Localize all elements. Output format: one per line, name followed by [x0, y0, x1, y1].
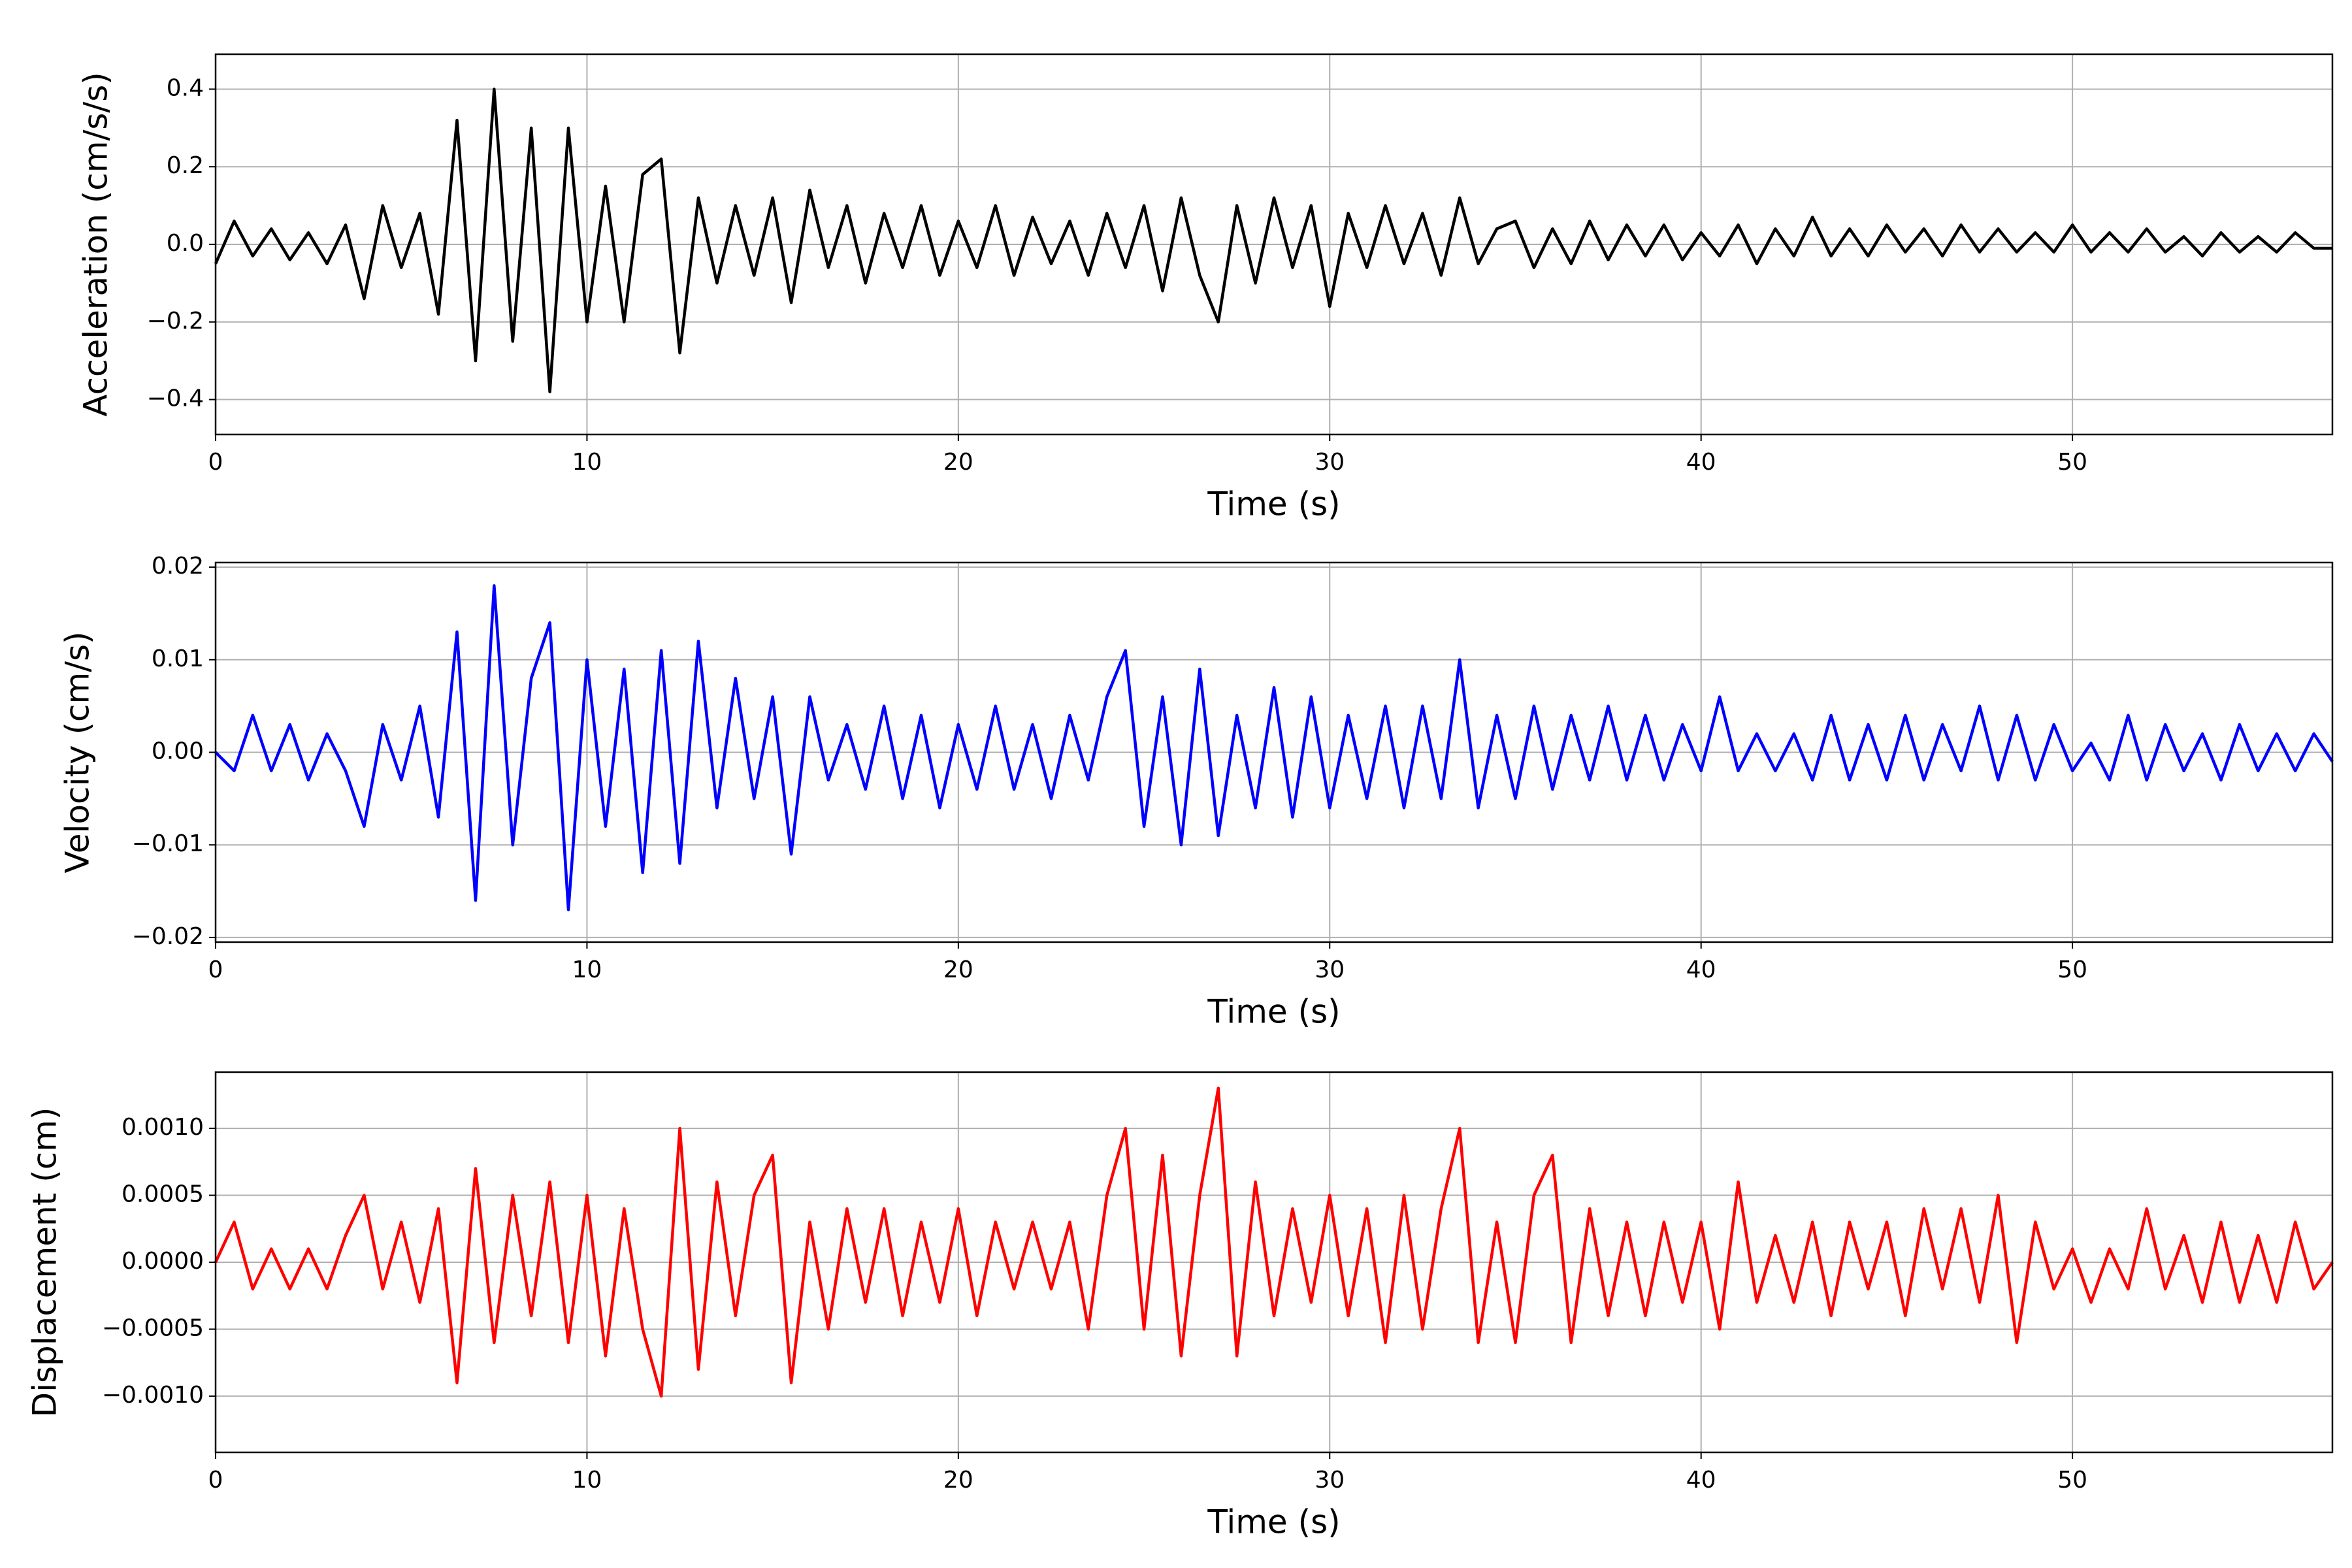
- x-tick-label: 20: [943, 956, 973, 983]
- x-tick-label: 40: [1686, 956, 1716, 983]
- x-tick-label: 30: [1315, 1467, 1345, 1494]
- y-tick-label: −0.4: [147, 385, 204, 412]
- x-tick-label: 10: [572, 449, 602, 476]
- x-tick-label: 20: [943, 1467, 973, 1494]
- y-tick-label: 0.0010: [122, 1114, 204, 1141]
- y-tick-label: −0.01: [132, 830, 204, 857]
- y-tick-label: 0.0: [167, 230, 204, 257]
- x-axis-label: Time (s): [1207, 485, 1340, 523]
- y-tick-label: −0.0005: [102, 1315, 204, 1341]
- x-axis-label: Time (s): [1207, 1503, 1340, 1541]
- x-tick-label: 50: [2057, 956, 2087, 983]
- data-line: [214, 1086, 2334, 1398]
- y-tick-label: 0.01: [152, 645, 204, 672]
- data-line: [214, 88, 2332, 393]
- y-tick-label: 0.00: [152, 738, 204, 765]
- x-tick-label: 50: [2057, 449, 2087, 476]
- x-tick-label: 0: [208, 956, 223, 983]
- axes-frame: [214, 53, 2334, 436]
- y-tick-label: −0.02: [132, 923, 204, 950]
- x-tick-label: 30: [1315, 449, 1345, 476]
- axes-frame: [214, 561, 2334, 943]
- x-tick-label: 0: [208, 449, 223, 476]
- x-tick-label: 40: [1686, 449, 1716, 476]
- x-tick-label: 10: [572, 1467, 602, 1494]
- x-tick-label: 30: [1315, 956, 1345, 983]
- y-tick-label: 0.2: [167, 152, 204, 179]
- axes-frame: [214, 1071, 2334, 1454]
- y-tick-label: 0.4: [167, 74, 204, 101]
- y-axis-label: Velocity (cm/s): [59, 631, 97, 873]
- x-axis-label: Time (s): [1207, 993, 1340, 1031]
- y-axis-label: Acceleration (cm/s/s): [77, 72, 115, 417]
- y-tick-label: 0.0000: [122, 1248, 204, 1275]
- x-tick-label: 50: [2057, 1467, 2087, 1494]
- x-tick-label: 20: [943, 449, 973, 476]
- y-tick-label: −0.2: [147, 308, 204, 335]
- y-axis-label: Displacement (cm): [26, 1107, 64, 1418]
- x-tick-label: 10: [572, 956, 602, 983]
- x-tick-label: 40: [1686, 1467, 1716, 1494]
- y-tick-label: 0.0005: [122, 1181, 204, 1208]
- y-tick-label: 0.02: [152, 553, 204, 580]
- y-tick-label: −0.0010: [102, 1382, 204, 1409]
- x-tick-label: 0: [208, 1467, 223, 1494]
- data-line: [214, 584, 2334, 911]
